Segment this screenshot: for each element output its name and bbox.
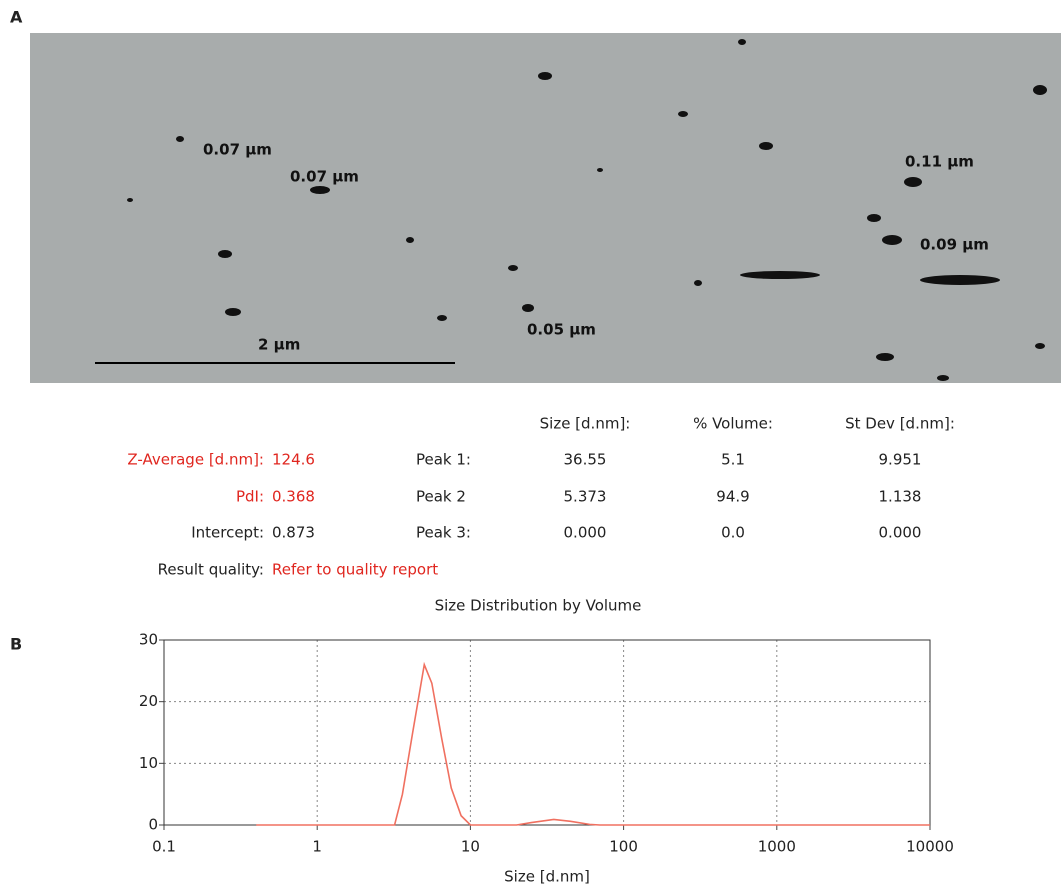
summary-label: PdI: [236, 488, 264, 506]
x-tick-label: 10 [461, 838, 480, 856]
column-header: St Dev [d.nm]: [845, 415, 955, 433]
summary-value: 0.873 [272, 524, 315, 542]
particle-annotation: 0.09 µm [920, 236, 989, 254]
x-axis-title: Size [d.nm] [504, 868, 590, 886]
peak-value: 5.373 [564, 488, 607, 506]
panel-label: B [10, 635, 22, 654]
particle-annotation: 0.11 µm [905, 153, 974, 171]
peak-value: 9.951 [879, 451, 922, 469]
peak-value: 36.55 [564, 451, 607, 469]
peak-value: 0.000 [879, 524, 922, 542]
y-tick-label: 30 [139, 631, 158, 649]
summary-label: Result quality: [158, 561, 264, 579]
peak-value: 94.9 [716, 488, 749, 506]
summary-label: Z-Average [d.nm]: [127, 451, 264, 469]
particle-annotation: 0.05 µm [527, 321, 596, 339]
scale-bar-label: 2 µm [258, 336, 300, 354]
x-tick-label: 100 [609, 838, 638, 856]
results-table: Size [d.nm]: % Volume: St Dev [d.nm]: Z-… [127, 415, 955, 579]
x-tick-label: 1000 [758, 838, 796, 856]
panel-label: A [10, 8, 23, 27]
summary-value: Refer to quality report [272, 561, 438, 579]
summary-label: Intercept: [191, 524, 264, 542]
peak-value: 0.0 [721, 524, 745, 542]
peak-label: Peak 2 [416, 488, 466, 506]
peak-value: 1.138 [879, 488, 922, 506]
micrograph: 2 µm 0.07 µm 0.07 µm 0.11 µm 0.09 µm 0.0… [30, 33, 1061, 383]
peak-label: Peak 3: [416, 524, 471, 542]
particle-annotation: 0.07 µm [290, 168, 359, 186]
plot: 0.1 1 10 100 1000 10000 0 10 20 30 [139, 631, 954, 856]
y-tick-label: 20 [139, 692, 158, 710]
peak-value: 0.000 [564, 524, 607, 542]
data-line [256, 661, 930, 826]
micrograph-background [30, 33, 1061, 383]
summary-value: 0.368 [272, 488, 315, 506]
x-tick-label: 0.1 [152, 838, 176, 856]
chart-title: Size Distribution by Volume [435, 597, 642, 615]
column-header: % Volume: [693, 415, 773, 433]
y-tick-label: 10 [139, 754, 158, 772]
summary-value: 124.6 [272, 451, 315, 469]
peak-value: 5.1 [721, 451, 745, 469]
particle-annotation: 0.07 µm [203, 141, 272, 159]
x-tick-label: 1 [312, 838, 322, 856]
x-tick-label: 10000 [906, 838, 954, 856]
y-tick-label: 0 [148, 816, 158, 834]
plot-frame [163, 639, 931, 826]
column-header: Size [d.nm]: [540, 415, 631, 433]
peak-label: Peak 1: [416, 451, 471, 469]
particles [127, 39, 1047, 381]
